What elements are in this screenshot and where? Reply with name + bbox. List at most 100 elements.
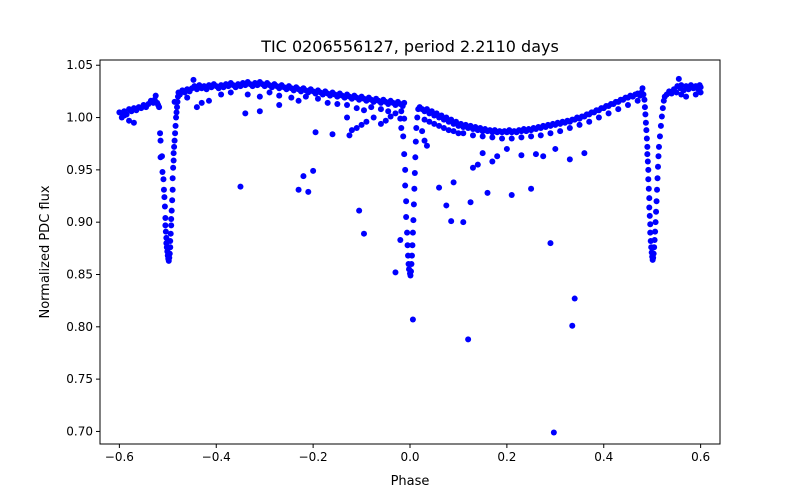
data-point [377, 106, 384, 113]
data-point [421, 137, 428, 144]
data-point [256, 93, 263, 100]
data-point [571, 295, 578, 302]
data-point [173, 114, 180, 121]
data-point [170, 164, 177, 171]
data-point [615, 106, 622, 113]
data-point [499, 135, 506, 142]
data-point [244, 91, 251, 98]
data-point [353, 105, 360, 112]
data-point [634, 97, 641, 104]
y-tick-label: 0.90 [66, 215, 93, 229]
data-point [402, 182, 409, 189]
data-point [402, 166, 409, 173]
data-point [353, 125, 360, 132]
data-point [640, 91, 647, 98]
data-point [678, 91, 685, 98]
data-point [324, 99, 331, 106]
data-point [518, 134, 525, 141]
data-point [310, 167, 317, 174]
data-point [508, 191, 515, 198]
data-point [344, 101, 351, 108]
data-point [566, 156, 573, 163]
data-point [655, 143, 662, 150]
y-axis-label: Normalized PDC flux [38, 185, 53, 318]
data-point [276, 101, 283, 108]
data-point [645, 185, 652, 192]
data-point [126, 117, 133, 124]
y-axis: 0.70 0.75 0.80 0.85 0.90 0.95 1.00 1.05 [66, 58, 100, 438]
data-point [467, 199, 474, 206]
data-point [641, 104, 648, 111]
data-point [654, 186, 661, 193]
data-point [643, 127, 650, 134]
data-point [370, 114, 377, 121]
data-point [412, 138, 419, 145]
data-point [528, 133, 535, 140]
data-point [412, 154, 419, 161]
data-point [639, 85, 646, 92]
data-point [547, 130, 554, 137]
data-point [547, 240, 554, 247]
data-point [646, 195, 653, 202]
data-point [242, 110, 249, 117]
data-point [646, 212, 653, 219]
data-point [646, 204, 653, 211]
data-point [398, 125, 405, 132]
data-point [193, 104, 200, 111]
data-point [675, 75, 682, 82]
data-point [431, 120, 438, 127]
data-point [295, 186, 302, 193]
data-point [436, 122, 443, 129]
data-point [657, 122, 664, 129]
data-point [651, 236, 658, 243]
data-point [566, 125, 573, 132]
y-tick-label: 0.70 [66, 424, 93, 438]
data-point [569, 322, 576, 329]
data-point [450, 179, 457, 186]
data-point [450, 128, 457, 135]
data-point [168, 222, 175, 229]
data-point [410, 201, 417, 208]
data-point [162, 228, 169, 235]
x-axis: −0.6 −0.4 −0.2 0.0 0.2 0.4 0.6 [105, 444, 710, 464]
data-point [465, 336, 472, 343]
data-point [658, 113, 665, 120]
data-point [397, 236, 404, 243]
data-point [552, 145, 559, 152]
data-point [537, 132, 544, 139]
data-point [161, 203, 168, 210]
data-point [256, 108, 263, 115]
data-point [356, 207, 363, 214]
data-point [382, 117, 389, 124]
data-point [173, 109, 180, 116]
data-point [644, 143, 651, 150]
data-point [409, 242, 416, 249]
data-point [503, 145, 510, 152]
y-tick-label: 1.05 [66, 58, 93, 72]
data-point [413, 125, 420, 132]
data-point [692, 91, 699, 98]
data-point [651, 244, 658, 251]
data-point [161, 194, 168, 201]
data-point [445, 127, 452, 134]
data-point [484, 189, 491, 196]
data-point [642, 119, 649, 126]
data-point [652, 219, 659, 226]
data-point [540, 153, 547, 160]
data-point [266, 89, 273, 96]
data-point [409, 316, 416, 323]
data-point [162, 222, 169, 229]
data-point [329, 131, 336, 138]
data-point [300, 173, 307, 180]
data-point [198, 99, 205, 106]
data-point [344, 114, 351, 121]
data-point [190, 76, 197, 83]
data-point [407, 268, 414, 275]
data-point [419, 128, 426, 135]
data-point [479, 133, 486, 140]
data-point [160, 176, 167, 183]
data-point [408, 252, 415, 259]
data-point [218, 91, 225, 98]
y-tick-label: 1.00 [66, 111, 93, 125]
